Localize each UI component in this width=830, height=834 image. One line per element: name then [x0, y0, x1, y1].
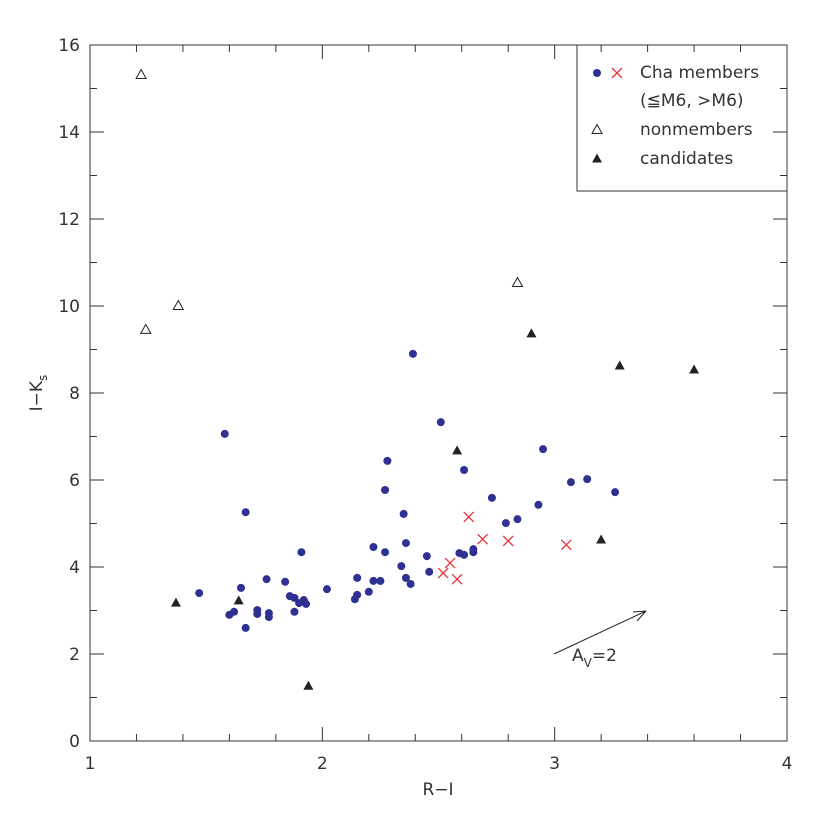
data-point — [401, 573, 410, 582]
data-point — [297, 548, 306, 557]
data-point — [436, 418, 445, 427]
data-point — [534, 500, 543, 509]
data-point — [381, 548, 390, 557]
annotation: AV=2 — [572, 646, 617, 670]
annotation-sub: V — [584, 656, 593, 670]
data-point — [463, 511, 475, 523]
data-point — [477, 533, 489, 545]
data-point — [614, 360, 625, 370]
data-point — [369, 576, 378, 585]
data-point — [469, 545, 478, 554]
x-tick-label: 3 — [549, 754, 560, 774]
data-point — [452, 445, 463, 455]
data-point — [135, 68, 147, 80]
data-point — [460, 465, 469, 474]
data-point — [195, 589, 204, 598]
data-point — [302, 599, 311, 608]
data-point — [237, 583, 246, 592]
data-point — [513, 515, 522, 524]
x-tick-label: 1 — [85, 754, 96, 774]
data-point — [397, 562, 406, 571]
y-tick-label: 8 — [69, 384, 80, 404]
data-point — [381, 486, 390, 495]
data-point — [220, 429, 229, 438]
data-point — [560, 539, 572, 551]
data-point — [611, 488, 620, 497]
data-point — [451, 573, 463, 585]
data-point — [322, 585, 331, 594]
legend-marker — [591, 123, 603, 134]
data-point — [501, 519, 510, 528]
arrow-head — [632, 610, 647, 622]
data-point — [408, 349, 417, 358]
data-point — [460, 550, 469, 559]
legend-marker — [611, 67, 623, 79]
y-axis-label: I−Ks — [27, 375, 50, 412]
data-point — [406, 579, 415, 588]
data-point — [290, 593, 299, 602]
data-point — [539, 445, 548, 454]
data-point — [399, 509, 408, 518]
x-axis-label: R−I — [422, 780, 453, 800]
data-point — [689, 364, 700, 374]
reddening-arrow — [553, 610, 647, 655]
data-point — [583, 475, 592, 484]
data-point — [264, 613, 273, 622]
data-point — [241, 508, 250, 517]
y-axis-label-sub: s — [36, 375, 50, 381]
data-point — [303, 680, 314, 690]
y-tick-label: 10 — [58, 297, 80, 317]
data-point — [511, 276, 524, 287]
y-tick-label: 12 — [58, 210, 80, 230]
legend-label: nonmembers — [640, 120, 753, 140]
data-point — [170, 597, 181, 607]
data-point — [425, 567, 434, 576]
data-point — [369, 542, 378, 551]
data-point — [566, 478, 575, 487]
y-tick-label: 14 — [58, 123, 80, 143]
data-point — [502, 535, 514, 547]
data-point — [172, 299, 185, 310]
data-point — [281, 577, 290, 586]
data-point — [353, 590, 362, 599]
y-tick-label: 0 — [69, 732, 80, 752]
data-point — [253, 609, 262, 618]
data-point — [233, 595, 244, 605]
data-point — [526, 328, 537, 338]
y-tick-label: 6 — [69, 471, 80, 491]
data-point — [596, 534, 607, 544]
data-point — [230, 607, 239, 616]
data-point — [364, 587, 373, 596]
y-tick-label: 2 — [69, 645, 80, 665]
legend-marker — [592, 153, 602, 163]
legend-sublabel: (≦M6, >M6) — [640, 91, 744, 111]
legend-label: candidates — [640, 149, 733, 169]
data-point — [401, 539, 410, 548]
y-tick-label: 16 — [58, 36, 80, 56]
data-point — [437, 567, 449, 579]
data-point — [487, 493, 496, 502]
data-point — [422, 552, 431, 561]
y-tick-label: 4 — [69, 558, 80, 578]
annotation-main: A — [572, 646, 584, 666]
data-point — [290, 607, 299, 616]
legend-box — [576, 44, 788, 192]
data-point — [241, 623, 250, 632]
legend-marker — [593, 69, 601, 77]
data-point — [444, 557, 456, 569]
data-point — [383, 456, 392, 465]
x-tick-label: 4 — [782, 754, 793, 774]
x-tick-label: 2 — [317, 754, 328, 774]
data-point — [139, 323, 152, 334]
data-point — [376, 576, 385, 585]
data-point — [262, 575, 271, 584]
y-axis-label-main: I−K — [27, 380, 47, 411]
annotation-rest: =2 — [592, 646, 617, 666]
legend-label: Cha members — [640, 63, 759, 83]
data-point — [353, 573, 362, 582]
